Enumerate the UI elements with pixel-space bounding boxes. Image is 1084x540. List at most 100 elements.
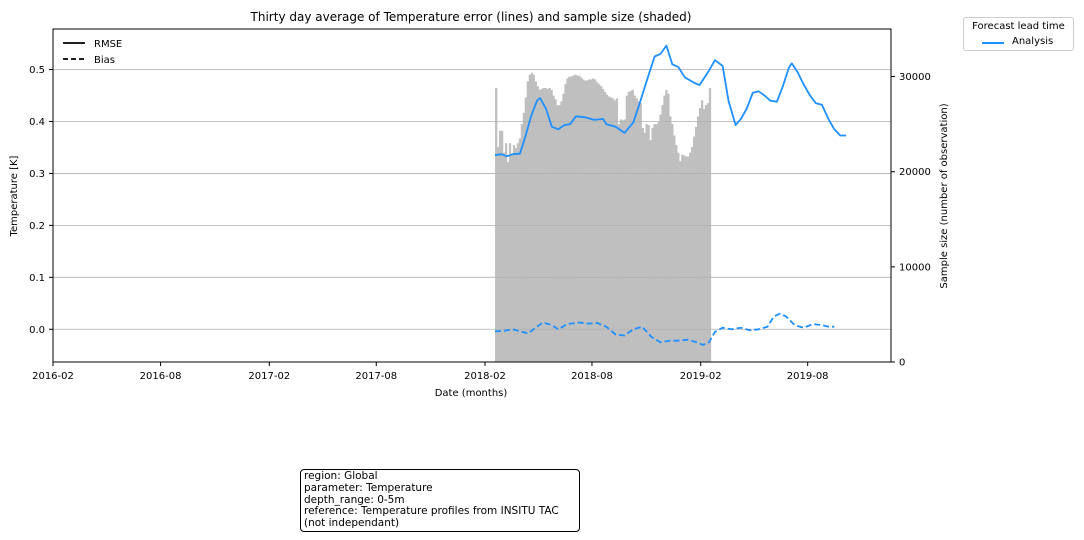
sample-size-bar <box>514 147 518 362</box>
sample-size-bar <box>645 124 648 362</box>
y-tick-label: 0.3 <box>29 169 45 180</box>
y-tick-label: 0.1 <box>29 273 45 284</box>
sample-size-bar <box>594 79 597 363</box>
info-box: region: Global parameter: Temperature de… <box>300 469 580 532</box>
sample-size-bar <box>673 135 676 362</box>
rmse-line <box>494 44 847 158</box>
sample-size-bar <box>647 125 650 362</box>
x-axis-label: Date (months) <box>435 388 508 399</box>
axis-ticks: 0.0 0.1 0.2 0.3 0.4 0.5 0 10000 20000 30000 2016-0… <box>29 65 931 382</box>
sample-size-bar <box>552 95 555 362</box>
sample-size-bar <box>538 89 541 362</box>
sample-size-bar <box>661 105 664 363</box>
sample-size-bar <box>504 143 508 362</box>
sample-size-bar <box>639 103 642 363</box>
sample-size-bar <box>562 93 565 362</box>
info-reference: reference: Temperature profiles from INS… <box>304 505 559 518</box>
sample-size-bar <box>651 127 654 362</box>
sample-size-bar <box>685 156 688 362</box>
sample-size-bar <box>518 138 522 362</box>
sample-size-bar <box>500 130 504 362</box>
sample-size-bar <box>683 155 686 362</box>
info-parameter: parameter: Temperature <box>304 481 433 494</box>
sample-size-bar <box>619 119 623 362</box>
sample-size-bar <box>653 124 656 362</box>
sample-size-bar <box>615 98 619 362</box>
sample-size-bar <box>635 98 638 362</box>
sample-size-bar <box>629 90 632 362</box>
sample-size-bar <box>564 84 567 363</box>
sample-size-bar <box>598 84 601 363</box>
sample-size-bar <box>566 78 569 362</box>
sample-size-bar <box>671 124 674 362</box>
sample-size-bar <box>621 120 625 362</box>
y-axis-label: Temperature [K] <box>9 155 20 237</box>
y2-axis-label: Sample size (number of observation) <box>939 103 950 288</box>
legend-rmse-label: RMSE <box>94 39 122 50</box>
sample-size-bar <box>550 89 553 362</box>
chart-title: Thirty day average of Temperature error … <box>250 10 692 24</box>
sample-size-bar <box>637 101 640 362</box>
sample-size-bar <box>696 116 700 362</box>
sample-size-bar <box>502 152 506 362</box>
sample-size-bar <box>560 101 563 362</box>
y-tick-label: 0.5 <box>29 65 45 76</box>
sample-size-bar <box>607 96 611 363</box>
lead-time-legend: Forecast lead time Analysis <box>963 17 1074 51</box>
x-tick-label: 2019-02 <box>680 371 722 382</box>
sample-size-bar <box>613 100 617 363</box>
x-tick-label: 2016-08 <box>140 371 182 382</box>
sample-size-bar <box>516 143 520 362</box>
sample-size-bar <box>590 79 593 363</box>
y2-tick-label: 30000 <box>899 72 931 83</box>
sample-size-bar <box>677 152 680 362</box>
grid-lines <box>53 69 891 330</box>
y-tick-label: 0.0 <box>29 325 45 336</box>
sample-size-bar <box>631 89 634 362</box>
sample-size-bar <box>520 124 524 362</box>
sample-size-bar <box>530 72 533 363</box>
sample-size-bar <box>669 116 672 362</box>
sample-size-bar <box>586 80 589 362</box>
sample-size-bar <box>657 122 660 363</box>
sample-size-bar <box>572 75 575 363</box>
sample-size-bar <box>667 93 670 362</box>
legend-bias-label: Bias <box>94 55 115 66</box>
sample-size-bar <box>596 82 599 362</box>
sample-size-bar <box>536 86 539 362</box>
sample-size-bar <box>693 136 696 362</box>
sample-size-bar <box>643 132 646 362</box>
sample-size-bar <box>508 143 512 362</box>
x-tick-label: 2018-08 <box>571 371 613 382</box>
sample-size-bar <box>655 124 658 362</box>
x-tick-label: 2019-08 <box>787 371 829 382</box>
sample-size-bar <box>522 112 526 362</box>
sample-size-bar <box>576 75 579 363</box>
sample-size-bar <box>659 114 662 362</box>
x-tick-label: 2016-02 <box>32 371 74 382</box>
sample-size-bar <box>649 140 652 362</box>
sample-size-bar <box>675 145 678 362</box>
sample-size-bar <box>580 77 583 363</box>
y-tick-label: 0.2 <box>29 221 45 232</box>
info-region: region: Global <box>304 470 378 482</box>
sample-size-bar <box>689 152 692 362</box>
sample-size-bar <box>679 161 682 362</box>
sample-size-bar <box>556 105 559 363</box>
y2-tick-label: 20000 <box>899 167 931 178</box>
x-tick-label: 2017-08 <box>355 371 397 382</box>
legend-analysis-swatch <box>982 42 1004 44</box>
sample-size-bar <box>700 100 704 363</box>
sample-size-bar <box>506 162 510 362</box>
sample-size-bar <box>568 76 571 362</box>
legend-analysis-label: Analysis <box>1012 36 1054 47</box>
sample-size-bar <box>588 79 591 363</box>
sample-size-bar <box>609 97 613 362</box>
sample-size-bar <box>617 124 621 362</box>
x-tick-label: 2017-02 <box>248 371 290 382</box>
sample-size-bar <box>558 105 561 363</box>
sample-size-bar <box>702 108 706 362</box>
sample-size-bar <box>524 97 528 362</box>
y2-tick-label: 10000 <box>899 262 931 273</box>
sample-size-bar <box>605 94 609 363</box>
